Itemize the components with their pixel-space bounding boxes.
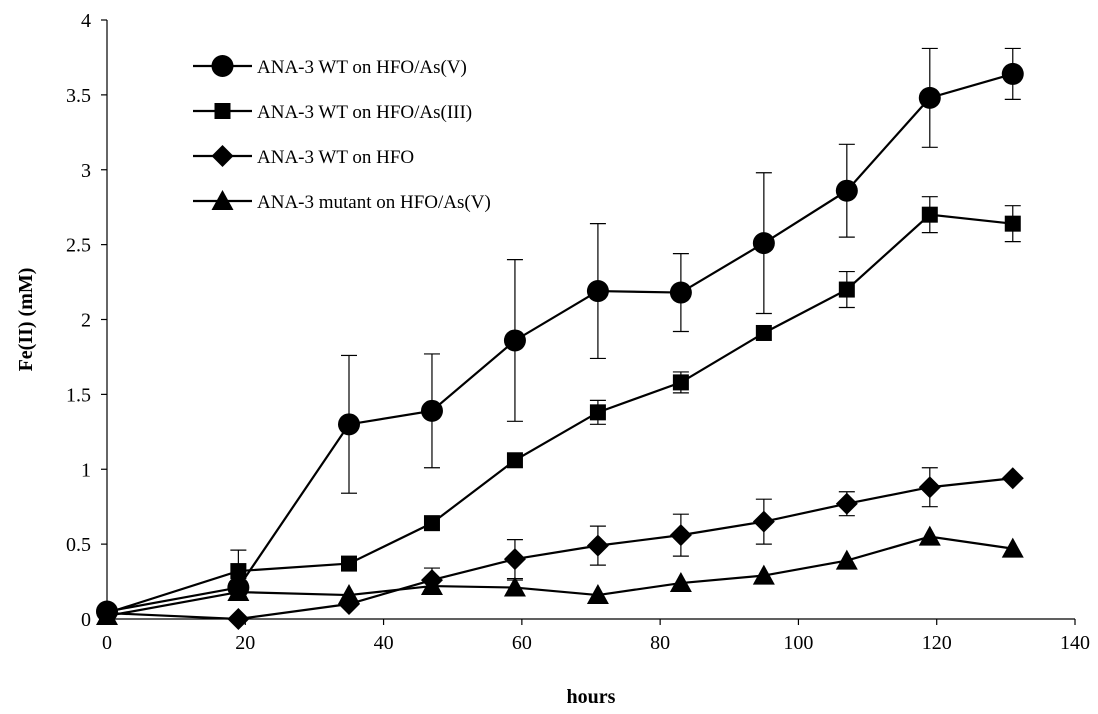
x-axis-title: hours — [567, 686, 616, 708]
data-markers — [96, 62, 1024, 630]
data-point-circle — [835, 179, 858, 202]
data-point-triangle — [835, 549, 858, 570]
x-tick-label: 140 — [1060, 632, 1090, 654]
legend: ANA-3 WT on HFO/As(V) ANA-3 WT on HFO/As(… — [193, 55, 491, 213]
data-point-triangle — [96, 605, 118, 626]
data-point-triangle — [752, 564, 775, 585]
data-point-square — [589, 404, 606, 421]
data-point-circle — [752, 232, 775, 255]
data-point-square — [341, 555, 357, 572]
data-point-circle — [669, 281, 692, 304]
legend-marker-square — [214, 103, 231, 119]
data-point-square — [423, 515, 440, 532]
legend-marker-diamond — [211, 145, 234, 167]
x-tick-label: 20 — [235, 632, 255, 654]
legend-label: ANA-3 WT on HFO/As(III) — [257, 102, 472, 123]
data-point-triangle — [227, 581, 250, 602]
x-tick-label: 80 — [650, 632, 670, 654]
x-tick-label: 120 — [922, 632, 952, 654]
legend-label: ANA-3 WT on HFO/As(V) — [257, 57, 467, 78]
data-point-triangle — [503, 576, 526, 597]
data-point-circle — [586, 280, 609, 303]
data-point-square — [506, 452, 523, 469]
data-point-circle — [420, 399, 443, 422]
data-point-diamond — [669, 524, 692, 547]
data-point-circle — [918, 86, 941, 109]
legend-marker-circle — [211, 55, 234, 77]
x-tick-label: 0 — [102, 632, 112, 654]
data-point-circle — [1001, 62, 1024, 85]
y-tick-label: 0 — [81, 609, 91, 631]
data-point-diamond — [835, 492, 858, 515]
data-point-triangle — [338, 584, 360, 605]
data-point-square — [1004, 215, 1021, 232]
legend-label: ANA-3 WT on HFO — [257, 147, 414, 168]
data-point-square — [672, 374, 689, 391]
data-point-diamond — [1001, 467, 1024, 490]
data-point-diamond — [918, 476, 941, 499]
data-point-square — [838, 281, 855, 298]
data-point-diamond — [227, 608, 250, 630]
data-point-triangle — [586, 584, 609, 605]
data-point-diamond — [503, 548, 526, 571]
y-tick-label: 3.5 — [66, 85, 91, 107]
data-point-circle — [338, 413, 360, 436]
x-tick-label: 40 — [374, 632, 394, 654]
y-tick-label: 4 — [81, 10, 91, 32]
data-point-triangle — [918, 525, 941, 546]
data-point-triangle — [669, 572, 692, 593]
data-point-square — [230, 563, 247, 580]
data-point-diamond — [586, 534, 609, 557]
error-bars — [230, 47, 1021, 596]
axes: 00.511.522.533.540 20 40 60 80 100 120 140 — [66, 10, 1090, 654]
data-point-diamond — [752, 510, 775, 533]
y-tick-label: 1 — [81, 459, 91, 481]
series-line-square — [106, 213, 1013, 615]
data-point-square — [755, 324, 772, 341]
data-point-square — [921, 206, 938, 223]
y-tick-label: 2.5 — [66, 235, 91, 257]
y-axis-title: Fe(II) (mM) — [15, 268, 37, 372]
x-tick-label: 100 — [783, 632, 813, 654]
legend-marker-triangle — [211, 190, 234, 210]
y-tick-label: 0.5 — [66, 534, 91, 556]
legend-label: ANA-3 mutant on HFO/As(V) — [257, 192, 491, 213]
x-tick-label: 60 — [512, 632, 532, 654]
data-point-triangle — [420, 575, 443, 596]
data-point-triangle — [1001, 537, 1024, 558]
series-line-circle — [106, 72, 1014, 613]
y-tick-label: 3 — [81, 160, 91, 182]
y-tick-label: 2 — [81, 310, 91, 332]
y-tick-label: 1.5 — [66, 384, 91, 406]
data-point-circle — [503, 329, 526, 352]
